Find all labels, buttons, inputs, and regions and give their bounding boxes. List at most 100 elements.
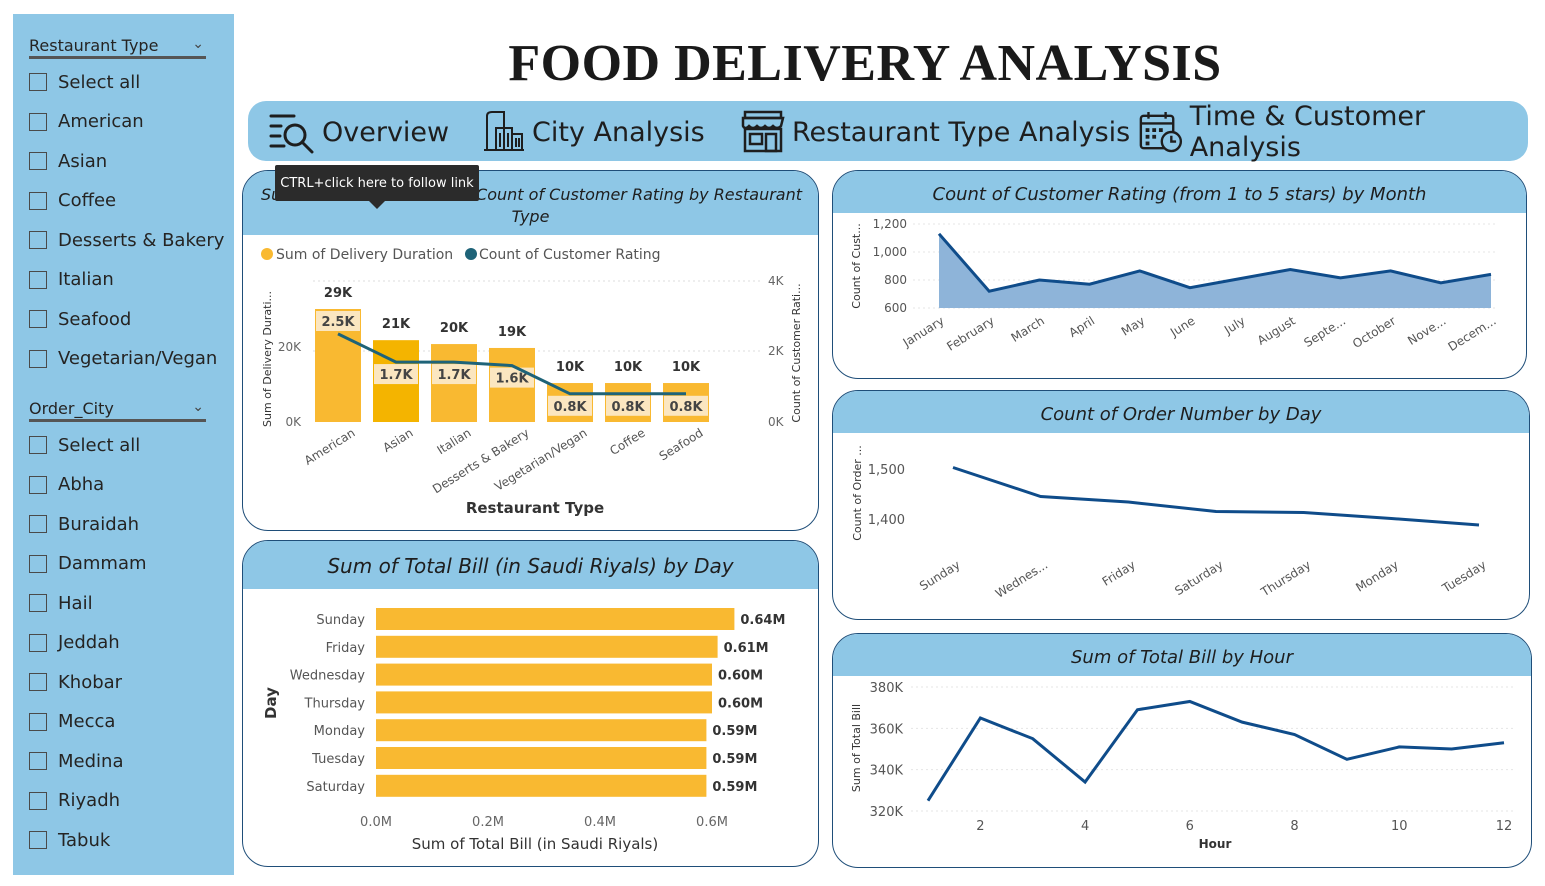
day-tick-label: Monday [1353,558,1401,595]
order-city-option-label: Jeddah [58,632,120,653]
restaurant-type-option[interactable]: Vegetarian/Vegan [29,347,217,371]
order-city-slicer-header[interactable]: Order_City ⌄ [29,399,206,422]
calendar-clock-icon [1139,112,1183,153]
restaurant-type-option-label: Italian [58,269,114,290]
restaurant-type-option[interactable]: Italian [29,268,114,292]
day-tick-label: Tuesday [1439,558,1489,596]
checkbox[interactable] [29,436,47,454]
right-axis-tick: 0K [768,415,785,429]
chevron-down-icon[interactable]: ⌄ [192,399,204,415]
bill-by-day-title: Sum of Total Bill (in Saudi Riyals) by D… [243,541,818,589]
order-city-option[interactable]: Mecca [29,710,115,734]
bar-data-label: 0.61M [724,641,769,656]
legend-marker-delivery-duration [261,248,273,260]
y-axis-tick: 800 [884,273,907,287]
day-tick-label: Sunday [316,613,365,628]
order-city-option-label: Khobar [58,671,123,693]
storefront-icon [741,110,785,153]
month-tick-label: May [1119,314,1147,339]
checkbox[interactable] [29,475,47,494]
restaurant-type-option[interactable]: American [29,110,144,134]
checkbox[interactable] [29,349,47,368]
bill-by-hour-title: Sum of Total Bill by Hour [833,634,1531,676]
y-axis-label: Count of Order ... [851,445,864,541]
restaurant-type-option[interactable]: Coffee [29,189,116,213]
bar-data-label: 0.60M [718,669,763,684]
customer-rating-line [337,332,686,396]
checkbox[interactable] [29,633,47,652]
restaurant-type-option[interactable]: Desserts & Bakery [29,228,224,252]
checkbox[interactable] [29,112,47,131]
order-city-option[interactable]: Khobar [29,670,122,694]
left-axis-tick: 0K [285,415,302,429]
hour-tick-label: 10 [1391,819,1408,834]
order-city-option[interactable]: Jeddah [29,631,120,655]
order-city-option[interactable]: Hail [29,591,93,615]
day-tick-label: Saturday [306,780,365,795]
month-tick-label: June [1167,314,1197,340]
nav-time-customer-analysis-button[interactable]: Time & Customer Analysis [1138,101,1528,163]
order-city-option-label: Buraidah [58,513,140,535]
order-city-option[interactable]: Abha [29,473,104,497]
checkbox[interactable] [29,73,47,91]
nav-restaurant-type-analysis-button[interactable]: Restaurant Type Analysis [740,109,1130,155]
y-axis-label: Sum of Total Bill [850,704,863,792]
month-tick-label: October [1350,314,1398,351]
nav-city-analysis-button[interactable]: City Analysis [482,109,705,155]
checkbox[interactable] [29,673,47,691]
bill-by-hour-card: Sum of Total Bill by Hour 320K 340K 360K 38… [832,633,1532,868]
x-axis-tick: 0.0M [360,815,392,830]
bill-hour-line [926,699,1505,802]
order-city-option[interactable]: Medina [29,749,123,773]
bill-day-bar [376,608,735,630]
search-list-icon [269,114,314,154]
y-axis-label: Day [262,687,280,719]
restaurant-type-option-label: Select all [58,71,141,93]
category-tick-label: Italian [435,426,474,458]
restaurant-type-option[interactable]: Select all [29,70,140,94]
rating-data-label: 0.8K [669,400,703,415]
order-city-option[interactable]: Buraidah [29,512,139,536]
checkbox[interactable] [29,191,47,210]
order-city-option[interactable]: Tabuk [29,828,110,852]
chevron-down-icon[interactable]: ⌄ [192,36,204,52]
restaurant-type-slicer-header[interactable]: Restaurant Type ⌄ [29,36,206,59]
nav-overview-button[interactable]: Overview [268,109,449,155]
checkbox[interactable] [29,270,47,289]
rating-data-label: 0.8K [553,400,587,415]
month-tick-label: Septe... [1301,314,1348,350]
chart-title-end: d Count of Customer Rating by Restaurant [460,185,802,204]
checkbox[interactable] [29,712,47,731]
restaurant-type-option-label: Coffee [58,190,117,211]
category-tick-label: American [302,426,358,468]
day-tick-label: Wednesday [290,669,366,684]
order-city-option[interactable]: Riyadh [29,789,120,813]
checkbox[interactable] [29,515,47,533]
rating-label-background [374,364,418,385]
checkbox[interactable] [29,310,47,328]
restaurant-type-option[interactable]: Asian [29,149,107,173]
follow-link-tooltip: CTRL+click here to follow link [275,165,479,209]
checkbox[interactable] [29,554,47,573]
rating-data-label: 2.5K [321,315,355,330]
x-axis-label: Hour [1199,837,1232,851]
checkbox[interactable] [29,831,47,849]
order-city-option[interactable]: Select all [29,433,140,457]
restaurant-type-option[interactable]: Seafood [29,307,131,331]
y-axis-tick: 320K [870,805,904,820]
order-city-option-label: Riyadh [58,790,121,811]
month-tick-label: Nove... [1405,314,1448,348]
checkbox[interactable] [29,752,47,770]
order-city-option[interactable]: Dammam [29,552,147,576]
bar-data-label: 29K [324,286,353,301]
rating-area-fill [939,233,1491,308]
checkbox[interactable] [29,152,47,170]
checkbox[interactable] [29,791,47,810]
city-building-icon [484,111,524,151]
checkbox[interactable] [29,594,47,612]
category-tick-label: Seafood [657,426,706,464]
checkbox[interactable] [29,231,47,249]
bill-day-bar [376,774,707,797]
orders-by-day-card: Count of Order Number by Day 1,400 1,500 S… [832,390,1530,620]
